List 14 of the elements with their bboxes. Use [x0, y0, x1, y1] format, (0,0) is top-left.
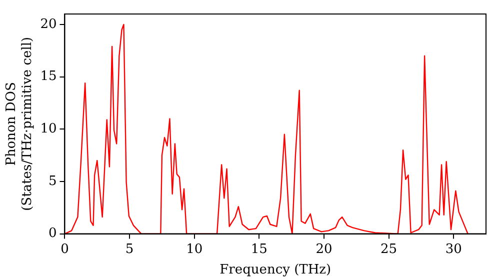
y-tick-label: 0: [48, 226, 57, 242]
x-tick-label: 5: [125, 242, 134, 257]
y-tick-label: 15: [40, 69, 57, 84]
y-axis-title: Phonon DOS (States/THz·primitive cell): [4, 36, 35, 211]
x-tick-label: 0: [60, 242, 69, 257]
x-axis-title: Frequency (THz): [220, 262, 332, 278]
x-tick-label: 10: [186, 242, 203, 257]
x-tick-label: 20: [316, 242, 332, 257]
x-tick-label: 25: [380, 242, 398, 257]
y-tick-label: 20: [40, 16, 57, 32]
y-tick-label: 10: [40, 122, 57, 137]
x-tick-label: 15: [250, 242, 268, 257]
x-tick-label: 30: [445, 242, 462, 257]
y-tick-label: 5: [48, 174, 57, 189]
